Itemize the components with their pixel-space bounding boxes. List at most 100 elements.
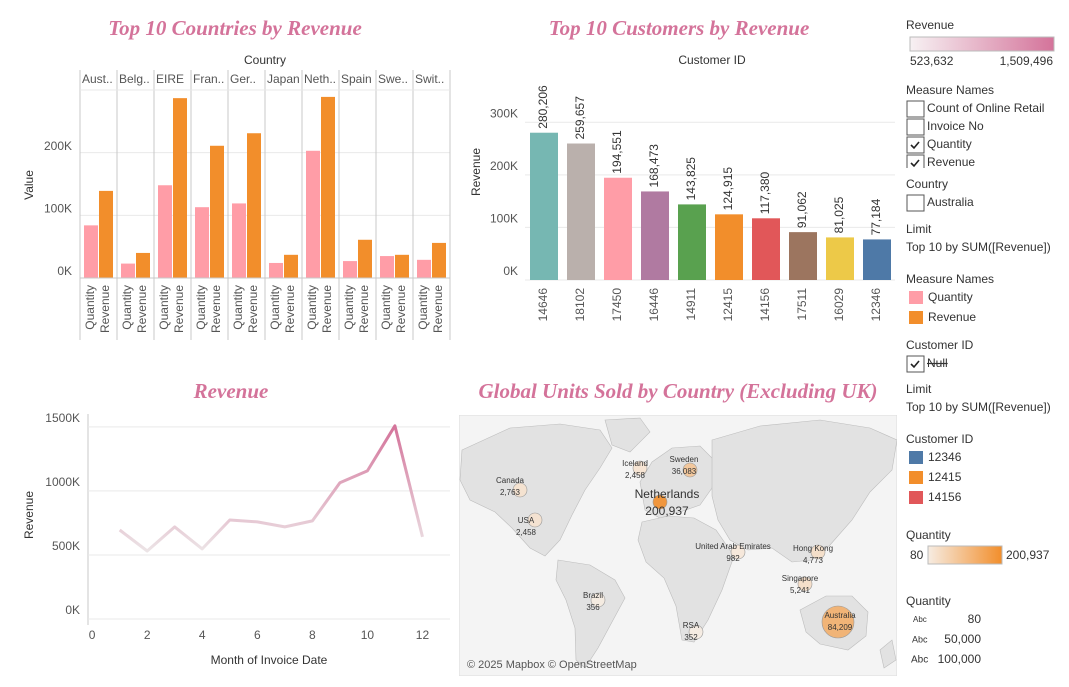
data-label: 259,657: [573, 96, 587, 140]
data-label: 117,380: [758, 171, 772, 214]
x-tick-label: Quantity: [120, 285, 134, 330]
country-label: Brazil: [583, 591, 603, 600]
legend-title: Quantity: [906, 528, 951, 542]
y-tick-label: 300K: [490, 106, 518, 120]
legend-min: 80: [910, 548, 924, 562]
checkbox[interactable]: [906, 118, 925, 136]
x-tick-label: Quantity: [379, 285, 393, 330]
country-value: 2,458: [625, 471, 646, 480]
x-tick-label: 16446: [647, 288, 661, 322]
legend-item: 100,000: [938, 652, 982, 666]
legend-title: Revenue: [906, 18, 954, 32]
y-axis-label: Value: [22, 170, 36, 200]
x-tick-label: Quantity: [83, 285, 97, 330]
country-mark: [527, 512, 543, 528]
data-label: 168,473: [647, 144, 661, 188]
bar: [269, 262, 283, 278]
country-value: 2,763: [500, 488, 521, 497]
column-header: Neth..: [304, 72, 336, 86]
column-header: Spain: [341, 72, 372, 86]
bar: [232, 203, 246, 278]
data-label: 124,915: [721, 167, 735, 211]
country-label: Sweden: [670, 455, 699, 464]
country-value: 36,083: [672, 467, 697, 476]
bar: [863, 239, 891, 280]
y-axis-label: Revenue: [469, 148, 483, 196]
legend-title: Measure Names: [906, 272, 994, 286]
data-label: 280,206: [536, 85, 550, 129]
x-tick-label: 6: [254, 628, 261, 642]
south-america: [555, 559, 626, 669]
data-label: 91,062: [795, 191, 809, 228]
x-tick-label: Revenue: [172, 285, 186, 333]
x-tick-label: Revenue: [246, 285, 260, 333]
y-tick-label: 100K: [490, 212, 518, 226]
checkbox[interactable]: [906, 100, 925, 118]
column-header: Japan: [267, 72, 300, 86]
country-value: 5,241: [790, 586, 811, 595]
bar: [530, 132, 558, 280]
x-tick-label: Quantity: [194, 285, 208, 330]
y-tick-label: 500K: [52, 539, 80, 553]
x-tick-label: 17450: [610, 288, 624, 322]
column-header: Aust..: [82, 72, 113, 86]
column-header: Ger..: [230, 72, 256, 86]
x-tick-label: Revenue: [431, 285, 445, 333]
x-tick-label: 14646: [536, 288, 550, 322]
country-value: 84,209: [828, 623, 853, 632]
legend-ramp: [927, 545, 1003, 565]
country-label: USA: [518, 516, 535, 525]
legend-swatch: [909, 311, 923, 324]
bar: [380, 256, 394, 278]
legend-item: 50,000: [944, 632, 981, 646]
column-header: Swe..: [378, 72, 408, 86]
bar: [358, 239, 372, 278]
filter-item: Null: [927, 356, 948, 370]
legend-max: 200,937: [1006, 548, 1050, 562]
country-mark: [632, 460, 648, 476]
chart-title: Revenue: [193, 379, 269, 403]
x-tick-label: 12346: [869, 288, 883, 322]
bar: [173, 98, 187, 278]
bar: [641, 191, 669, 280]
country-mark: [652, 494, 668, 510]
legend-item: 12415: [928, 470, 962, 484]
size-marker: Abc: [912, 634, 928, 644]
size-marker: Abc: [913, 615, 927, 624]
bar: [715, 214, 743, 280]
x-tick-label: Revenue: [394, 285, 408, 333]
legend-swatch: [909, 491, 923, 504]
legend-item: Revenue: [928, 310, 976, 324]
bar: [417, 259, 431, 278]
country-mark: [821, 605, 855, 639]
bar: [284, 254, 298, 278]
bar: [321, 96, 335, 278]
data-label: 143,825: [684, 157, 698, 201]
filter-item: Invoice No: [927, 119, 984, 133]
x-tick-label: 8: [309, 628, 316, 642]
bar: [247, 133, 261, 278]
legend-max: 1,509,496: [1000, 54, 1054, 68]
bar: [136, 252, 150, 278]
y-tick-label: 0K: [65, 603, 80, 617]
column-header: Belg..: [119, 72, 150, 86]
y-axis-label: Revenue: [22, 491, 36, 539]
x-tick-label: Quantity: [416, 285, 430, 330]
y-tick-label: 1500K: [45, 411, 80, 425]
country-label: Australia: [824, 611, 856, 620]
x-tick-label: 12: [416, 628, 430, 642]
column-header: EIRE: [156, 72, 184, 86]
y-tick-label: 1000K: [45, 475, 80, 489]
legend-ramp: [909, 36, 1055, 52]
greenland: [604, 417, 651, 453]
x-tick-label: Quantity: [268, 285, 282, 330]
bar: [567, 143, 595, 280]
country-value: 982: [726, 554, 740, 563]
checkbox[interactable]: [906, 194, 925, 212]
x-tick-label: Quantity: [342, 285, 356, 330]
x-tick-label: Quantity: [305, 285, 319, 330]
data-label: 81,025: [832, 196, 846, 233]
bar: [432, 242, 446, 278]
country-mark: [512, 482, 528, 498]
